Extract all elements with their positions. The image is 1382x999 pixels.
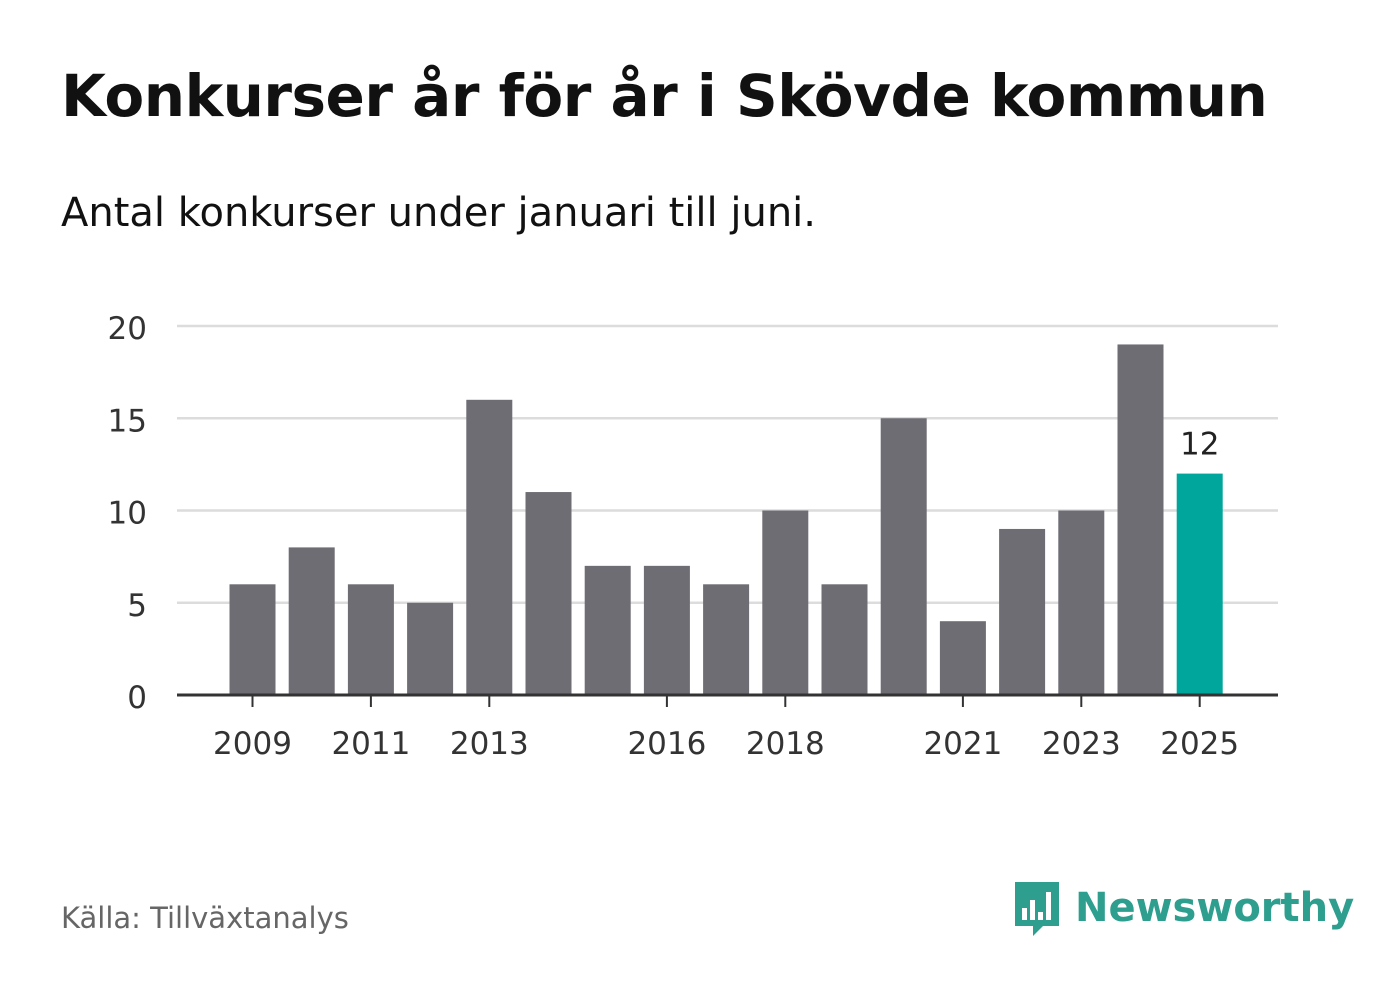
y-tick-label: 20 bbox=[108, 311, 147, 347]
bar-chart-speech-bubble-icon bbox=[1015, 882, 1059, 936]
bar-highlight bbox=[1176, 473, 1223, 695]
bar bbox=[407, 602, 454, 695]
x-tick-label: 2021 bbox=[923, 726, 1002, 762]
brand-name: Newsworthy bbox=[1075, 885, 1355, 931]
data-label: 12 bbox=[1180, 427, 1219, 463]
y-tick-label: 15 bbox=[108, 403, 147, 439]
brand-logo: Newsworthy bbox=[1011, 878, 1354, 938]
chart-title: Konkurser år för år i Skövde kommun bbox=[61, 62, 1268, 130]
x-tick-label: 2016 bbox=[627, 726, 706, 762]
x-tick-label: 2023 bbox=[1042, 726, 1121, 762]
bar bbox=[880, 418, 927, 695]
bar bbox=[643, 565, 690, 695]
y-tick-label: 10 bbox=[108, 496, 147, 532]
x-tick-label: 2025 bbox=[1160, 726, 1239, 762]
bar bbox=[939, 621, 986, 695]
y-tick-label: 0 bbox=[127, 680, 147, 716]
x-tick-label: 2009 bbox=[213, 726, 292, 762]
bar bbox=[347, 584, 394, 695]
bar bbox=[762, 510, 809, 695]
bar bbox=[525, 492, 572, 695]
bar bbox=[821, 584, 868, 695]
y-tick-label: 5 bbox=[127, 588, 147, 624]
x-tick-label: 2011 bbox=[331, 726, 410, 762]
bar bbox=[584, 565, 631, 695]
bar bbox=[229, 584, 276, 695]
source-note: Källa: Tillväxtanalys bbox=[61, 901, 349, 935]
bar bbox=[999, 528, 1046, 695]
x-tick-label: 2018 bbox=[746, 726, 825, 762]
x-tick-label: 2013 bbox=[450, 726, 529, 762]
bar bbox=[703, 584, 750, 695]
bar bbox=[466, 399, 513, 695]
bar bbox=[1117, 344, 1164, 695]
chart-subtitle: Antal konkurser under januari till juni. bbox=[61, 190, 816, 236]
bar bbox=[288, 547, 335, 695]
bar bbox=[1058, 510, 1105, 695]
